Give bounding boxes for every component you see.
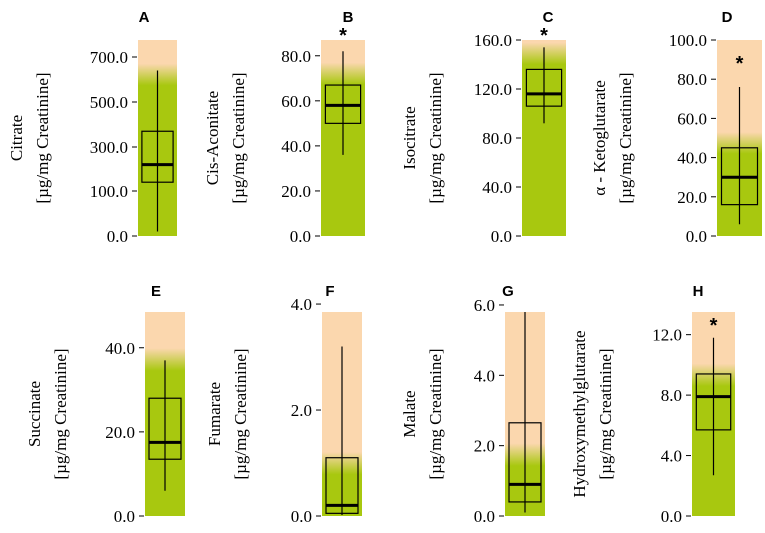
significance-B: *	[339, 25, 347, 47]
box-F	[325, 457, 359, 514]
tick-label-C-3: 120.0	[474, 80, 512, 99]
y-unit-E: [µg/mg Creatinine]	[51, 348, 70, 479]
tick-label-A-0: 0.0	[107, 227, 128, 246]
y-unit-C: [µg/mg Creatinine]	[426, 72, 445, 203]
tick-label-C-2: 80.0	[482, 129, 512, 148]
tick-label-A-2: 300.0	[90, 138, 128, 157]
tick-label-D-0: 0.0	[686, 227, 707, 246]
y-unit-F: [µg/mg Creatinine]	[231, 348, 250, 479]
panel-label-H: H	[693, 283, 704, 300]
y-unit-D: [µg/mg Creatinine]	[616, 72, 635, 203]
tick-label-D-4: 80.0	[677, 70, 707, 89]
tick-label-E-1: 20.0	[105, 423, 135, 442]
tick-label-H-3: 12.0	[652, 326, 682, 345]
y-label-H: Hydroxymethylglutarate	[570, 330, 589, 497]
box-C	[525, 68, 563, 107]
tick-label-E-0: 0.0	[114, 507, 135, 526]
panel-label-E: E	[151, 283, 161, 300]
tick-label-C-4: 160.0	[474, 31, 512, 50]
tick-label-D-3: 60.0	[677, 109, 707, 128]
tick-label-G-1: 2.0	[474, 437, 495, 456]
tick-label-D-2: 40.0	[677, 149, 707, 168]
tick-label-A-1: 100.0	[90, 182, 128, 201]
tick-label-C-1: 40.0	[482, 178, 512, 197]
tick-label-A-3: 500.0	[90, 93, 128, 112]
y-label-G: Malate	[400, 390, 419, 437]
y-label-B: Cis-Aconitate	[203, 91, 222, 185]
box-H	[695, 373, 732, 431]
tick-label-H-2: 8.0	[661, 386, 682, 405]
y-label-A: Citrate	[7, 115, 26, 161]
tick-label-H-1: 4.0	[661, 447, 682, 466]
y-label-E: Succinate	[25, 381, 44, 447]
tick-label-B-2: 40.0	[281, 137, 311, 156]
tick-label-B-1: 20.0	[281, 182, 311, 201]
panel-label-F: F	[325, 283, 334, 300]
panel-label-G: G	[502, 283, 514, 300]
tick-label-H-0: 0.0	[661, 507, 682, 526]
tick-label-G-2: 4.0	[474, 366, 495, 385]
tick-label-E-2: 40.0	[105, 339, 135, 358]
tick-label-A-4: 700.0	[90, 48, 128, 67]
panel-label-C: C	[543, 9, 554, 26]
y-label-C: Isocitrate	[400, 106, 419, 169]
y-unit-A: [µg/mg Creatinine]	[33, 72, 52, 203]
y-label-F: Fumarate	[205, 382, 224, 446]
y-label-D: α - Ketoglutarate	[590, 80, 609, 196]
y-unit-B: [µg/mg Creatinine]	[229, 72, 248, 203]
significance-D: *	[736, 53, 744, 75]
panel-label-D: D	[722, 9, 733, 26]
tick-label-C-0: 0.0	[491, 227, 512, 246]
tick-label-B-3: 60.0	[281, 92, 311, 111]
tick-label-D-5: 100.0	[669, 31, 707, 50]
tick-label-F-2: 4.0	[291, 295, 312, 314]
box-G	[508, 422, 542, 503]
panel-label-B: B	[343, 9, 354, 26]
tick-label-G-0: 0.0	[474, 507, 495, 526]
tick-label-F-1: 2.0	[291, 401, 312, 420]
box-E	[148, 397, 182, 460]
box-A	[141, 130, 174, 183]
y-unit-H: [µg/mg Creatinine]	[596, 348, 615, 479]
tick-label-G-3: 6.0	[474, 296, 495, 315]
tick-label-B-4: 80.0	[281, 47, 311, 66]
panel-label-A: A	[139, 9, 150, 26]
tick-label-D-1: 20.0	[677, 188, 707, 207]
significance-C: *	[540, 25, 548, 47]
tick-label-F-0: 0.0	[291, 507, 312, 526]
tick-label-B-0: 0.0	[290, 227, 311, 246]
significance-H: *	[710, 315, 718, 337]
y-unit-G: [µg/mg Creatinine]	[426, 348, 445, 479]
